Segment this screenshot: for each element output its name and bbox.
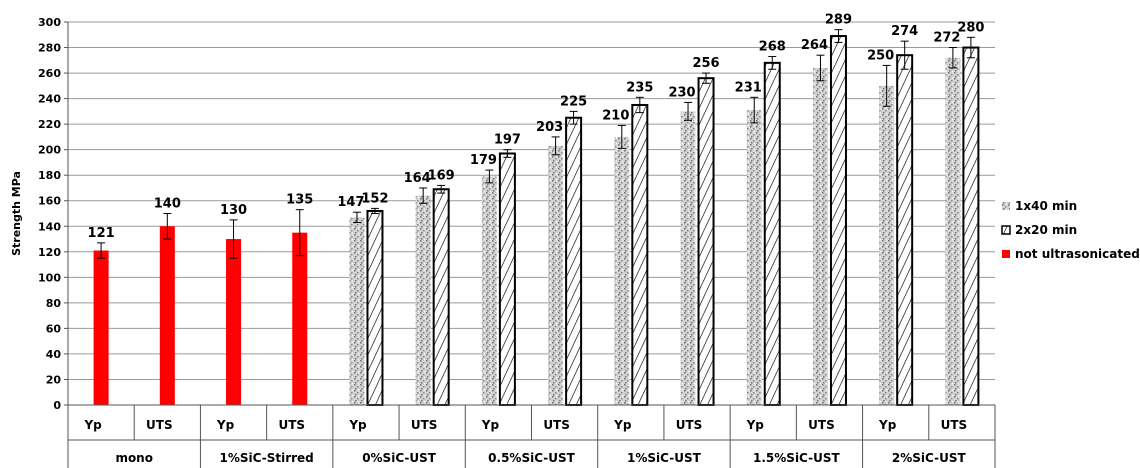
y-tick-label: 120 <box>38 246 61 259</box>
x-subcategory-label: UTS <box>543 418 570 432</box>
y-tick-label: 220 <box>38 118 61 131</box>
x-subcategory-label: UTS <box>411 418 438 432</box>
bar-1x40-min <box>548 145 564 405</box>
data-label: 280 <box>957 20 984 35</box>
x-subcategory-label: Yp <box>83 418 102 432</box>
y-tick-label: 140 <box>38 220 61 233</box>
data-label: 289 <box>825 13 852 28</box>
bar-1x40-min <box>746 110 762 405</box>
y-axis-title: Strength MPa <box>10 171 23 256</box>
x-subcategory-label: Yp <box>746 418 765 432</box>
y-tick-label: 300 <box>38 16 61 29</box>
y-tick-label: 20 <box>46 373 62 386</box>
x-group-label: 1%SiC-Stirred <box>220 451 314 465</box>
data-label: 268 <box>759 39 786 54</box>
bar-1x40-min <box>481 176 497 405</box>
bar-1x40-min <box>879 85 895 405</box>
y-tick-label: 40 <box>46 348 62 361</box>
y-tick-label: 260 <box>38 67 61 80</box>
data-label: 147 <box>337 195 364 210</box>
y-tick-label: 200 <box>38 144 61 157</box>
data-label: 152 <box>361 191 388 206</box>
y-tick-label: 180 <box>38 169 61 182</box>
bar-not-ultrasonicated <box>159 226 175 405</box>
x-group-label: 1%SiC-UST <box>627 451 702 465</box>
legend-label: 1x40 min <box>1015 199 1077 213</box>
y-tick-label: 280 <box>38 42 61 55</box>
bar-2x20-min <box>565 116 583 406</box>
data-label: 121 <box>88 226 115 241</box>
bar-not-ultrasonicated <box>226 239 242 405</box>
bar-not-ultrasonicated <box>292 232 308 405</box>
data-label: 164 <box>404 171 431 186</box>
data-label: 203 <box>536 120 563 135</box>
bar-1x40-min <box>349 217 365 405</box>
x-subcategory-label: UTS <box>676 418 703 432</box>
data-label: 197 <box>494 133 521 148</box>
x-group-label: 0%SiC-UST <box>362 451 437 465</box>
x-group-label: 1.5%SiC-UST <box>753 451 840 465</box>
data-label: 169 <box>428 168 455 183</box>
bar-2x20-min <box>763 61 781 406</box>
legend-label: not ultrasonicated <box>1015 247 1140 261</box>
bar-2x20-min <box>829 35 847 406</box>
x-group-label: 2%SiC-UST <box>892 451 967 465</box>
data-label: 272 <box>933 31 960 46</box>
legend-swatch <box>1002 202 1010 210</box>
bar-not-ultrasonicated <box>93 250 109 405</box>
x-subcategory-label: UTS <box>808 418 835 432</box>
bar-1x40-min <box>614 136 630 405</box>
data-label: 231 <box>735 80 762 95</box>
bar-1x40-min <box>945 57 961 405</box>
data-label: 250 <box>867 48 894 63</box>
y-tick-label: 240 <box>38 93 61 106</box>
data-label: 179 <box>470 153 497 168</box>
legend-label: 2x20 min <box>1015 223 1077 237</box>
y-tick-label: 60 <box>46 322 62 335</box>
bar-2x20-min <box>432 188 450 406</box>
y-tick-label: 0 <box>53 399 61 412</box>
data-label: 135 <box>286 193 313 208</box>
data-label: 130 <box>220 203 247 218</box>
data-label: 140 <box>154 197 181 212</box>
data-label: 225 <box>560 94 587 109</box>
bar-1x40-min <box>680 111 696 405</box>
x-subcategory-label: Yp <box>481 418 500 432</box>
bar-2x20-min <box>697 77 715 406</box>
bar-1x40-min <box>812 67 828 406</box>
data-label: 256 <box>692 56 719 71</box>
x-subcategory-label: UTS <box>278 418 305 432</box>
bar-2x20-min <box>962 46 980 407</box>
y-tick-label: 100 <box>38 271 61 284</box>
bar-1x40-min <box>415 195 431 405</box>
x-subcategory-label: Yp <box>613 418 632 432</box>
data-label: 210 <box>602 108 629 123</box>
data-label: 235 <box>626 80 653 95</box>
bar-2x20-min <box>498 152 516 406</box>
y-tick-label: 160 <box>38 195 61 208</box>
data-label: 274 <box>891 24 918 39</box>
x-subcategory-label: Yp <box>348 418 367 432</box>
legend-swatch <box>1001 225 1011 235</box>
x-subcategory-label: UTS <box>146 418 173 432</box>
bar-2x20-min <box>366 209 384 406</box>
data-label: 264 <box>801 38 828 53</box>
x-group-label: 0.5%SiC-UST <box>488 451 575 465</box>
bar-2x20-min <box>896 54 914 407</box>
data-label: 230 <box>668 85 695 100</box>
x-subcategory-label: UTS <box>941 418 968 432</box>
x-group-label: mono <box>115 451 153 465</box>
legend-swatch <box>1002 250 1010 258</box>
x-subcategory-label: Yp <box>878 418 897 432</box>
y-tick-label: 80 <box>46 297 62 310</box>
bar-2x20-min <box>631 103 649 406</box>
x-subcategory-label: Yp <box>216 418 235 432</box>
